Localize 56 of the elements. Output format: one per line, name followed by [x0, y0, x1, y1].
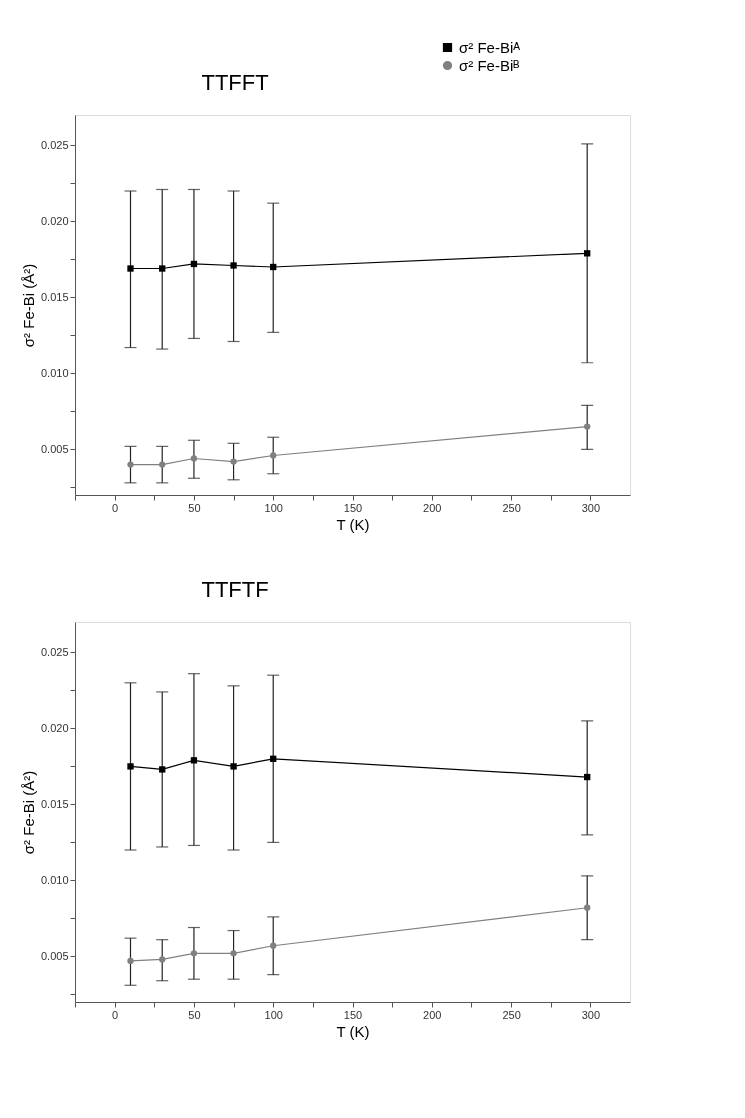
point — [127, 461, 134, 468]
point — [190, 757, 198, 764]
chart-title: TTFTF — [201, 577, 269, 602]
y-tick-label: 0.015 — [40, 290, 69, 303]
y-tick-label: 0.020 — [40, 721, 69, 734]
point — [270, 452, 277, 459]
x-tick-label: 150 — [343, 501, 363, 514]
point — [127, 957, 134, 965]
point — [159, 461, 166, 468]
y-tick-label: 0.025 — [40, 645, 69, 658]
point — [127, 265, 134, 272]
point — [230, 950, 237, 957]
y-tick-label: 0.005 — [40, 442, 69, 455]
x-tick-label: 300 — [581, 1008, 601, 1021]
point — [230, 458, 237, 465]
x-tick-label: 100 — [264, 501, 283, 514]
point — [159, 766, 166, 773]
x-tick-label: 300 — [581, 501, 601, 514]
x-tick-label: 50 — [188, 1008, 201, 1021]
x-tick-label: 200 — [423, 1008, 442, 1021]
point — [584, 423, 591, 430]
y-tick-label: 0.010 — [40, 366, 69, 379]
point — [584, 773, 591, 781]
legend-label: σ² Fe-Biᴬ — [459, 38, 521, 56]
point — [584, 904, 591, 911]
point — [190, 260, 198, 268]
y-axis-title: σ² Fe-Bi (Å²) — [19, 770, 37, 855]
point — [190, 455, 198, 462]
point — [270, 942, 277, 949]
point — [159, 265, 166, 272]
x-tick-label: 250 — [502, 1008, 521, 1021]
point — [270, 263, 277, 271]
point — [159, 956, 166, 963]
y-tick-label: 0.005 — [40, 949, 69, 962]
y-tick-label: 0.010 — [40, 873, 69, 886]
y-tick-label: 0.020 — [40, 214, 69, 227]
x-tick-label: 0 — [112, 1008, 119, 1021]
point — [584, 250, 591, 257]
y-axis-title: σ² Fe-Bi (Å²) — [19, 263, 37, 348]
x-tick-label: 200 — [423, 501, 442, 514]
x-tick-label: 250 — [502, 501, 521, 514]
legend-label: σ² Fe-Biᴮ — [459, 56, 520, 74]
chart-title: TTFFT — [201, 70, 269, 95]
x-axis-title: T (K) — [336, 1022, 370, 1040]
point — [230, 763, 237, 770]
y-tick-label: 0.015 — [40, 797, 69, 810]
point — [127, 763, 134, 770]
x-tick-label: 100 — [264, 1008, 283, 1021]
point — [190, 950, 198, 957]
x-tick-label: 50 — [188, 501, 201, 514]
x-tick-label: 0 — [112, 501, 119, 514]
point — [230, 262, 237, 269]
x-axis-title: T (K) — [336, 515, 370, 533]
y-tick-label: 0.025 — [40, 138, 69, 151]
x-tick-label: 150 — [343, 1008, 363, 1021]
point — [270, 755, 277, 762]
